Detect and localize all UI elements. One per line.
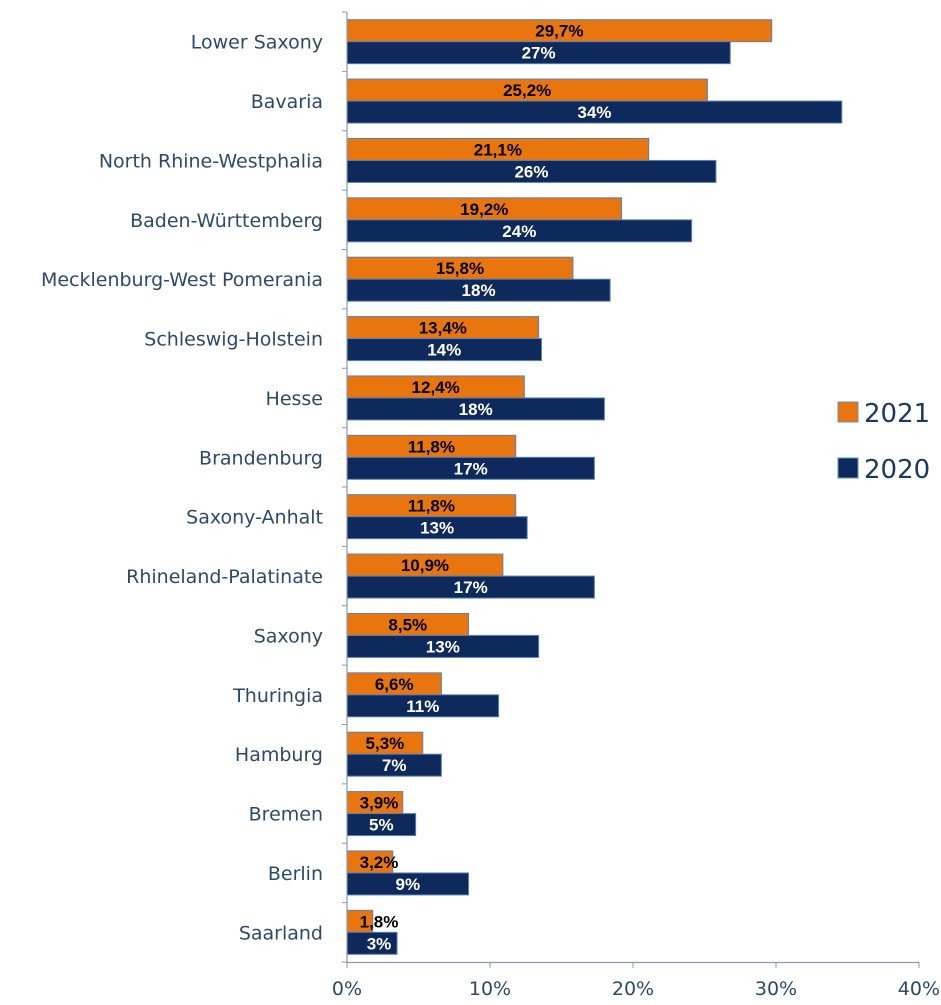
category-label-thuringia: Thuringia [232, 685, 323, 707]
data-label-2020-hamburg: 7% [382, 756, 407, 775]
x-tick-label: 30% [755, 978, 797, 1000]
category-label-mecklenburg-west-pomerania: Mecklenburg-West Pomerania [41, 269, 323, 291]
data-label-2020-bremen: 5% [369, 816, 394, 835]
data-label-2020-north-rhine-westphalia: 26% [514, 162, 548, 181]
data-label-2020-saxony-anhalt: 13% [420, 519, 454, 538]
data-label-2020-hesse: 18% [459, 400, 493, 419]
legend-swatch-2020 [837, 457, 859, 479]
data-label-2021-mecklenburg-west-pomerania: 15,8% [436, 259, 484, 278]
legend-label-2021: 2021 [864, 399, 930, 429]
data-label-2021-saxony: 8,5% [388, 615, 427, 634]
data-label-2020-rhineland-palatinate: 17% [454, 578, 488, 597]
data-label-2020-mecklenburg-west-pomerania: 18% [462, 281, 496, 300]
legend: 2021 2020 [837, 399, 930, 485]
x-tick-label: 40% [898, 978, 940, 1000]
category-label-baden-wurttemberg: Baden-Württemberg [130, 210, 323, 232]
data-label-2020-bavaria: 34% [577, 103, 611, 122]
data-label-2021-berlin: 3,2% [360, 853, 399, 872]
data-label-2021-bremen: 3,9% [360, 794, 399, 813]
data-label-2020-brandenburg: 17% [454, 459, 488, 478]
data-label-2021-saxony-anhalt: 11,8% [408, 497, 455, 516]
category-label-brandenburg: Brandenburg [199, 447, 323, 469]
category-label-hamburg: Hamburg [235, 744, 323, 766]
category-label-lower-saxony: Lower Saxony [191, 32, 323, 54]
data-label-2020-berlin: 9% [395, 875, 420, 894]
data-label-2020-saarland: 3% [367, 934, 392, 953]
x-tick-label: 10% [469, 978, 511, 1000]
category-label-hesse: Hesse [266, 388, 323, 410]
category-label-north-rhine-westphalia: North Rhine-Westphalia [99, 150, 323, 172]
bars-layer: 29,7% 27% 25,2% 34% 21,1% 26% 19,2% 24% 15,8% 18%… [346, 19, 843, 955]
data-label-2021-bavaria: 25,2% [503, 81, 551, 100]
data-label-2021-hesse: 12,4% [412, 378, 460, 397]
data-label-2021-schleswig-holstein: 13,4% [419, 319, 467, 338]
data-label-2021-brandenburg: 11,8% [408, 437, 455, 456]
category-label-berlin: Berlin [268, 863, 323, 885]
category-label-saxony: Saxony [254, 625, 323, 647]
data-label-2020-schleswig-holstein: 14% [427, 341, 461, 360]
data-label-2021-rhineland-palatinate: 10,9% [401, 556, 449, 575]
data-label-2021-lower-saxony: 29,7% [535, 22, 583, 41]
category-label-schleswig-holstein: Schleswig-Holstein [144, 329, 323, 351]
data-label-2020-saxony: 13% [426, 637, 460, 656]
data-label-2020-lower-saxony: 27% [522, 44, 556, 63]
legend-swatch-2021 [837, 401, 859, 423]
data-label-2021-baden-wurttemberg: 19,2% [460, 200, 508, 219]
data-label-2020-baden-wurttemberg: 24% [502, 222, 536, 241]
category-label-bremen: Bremen [249, 804, 323, 826]
data-label-2021-hamburg: 5,3% [366, 734, 405, 753]
category-label-bavaria: Bavaria [251, 91, 323, 113]
data-label-2021-saarland: 1,8% [360, 912, 399, 931]
axis-layer: Lower Saxony Bavaria North Rhine-Westphali… [41, 11, 940, 1000]
data-label-2021-thuringia: 6,6% [375, 675, 414, 694]
category-label-saarland: Saarland [239, 922, 323, 944]
data-label-2020-thuringia: 11% [406, 697, 439, 716]
data-label-2021-north-rhine-westphalia: 21,1% [474, 140, 522, 159]
category-label-rhineland-palatinate: Rhineland-Palatinate [126, 566, 323, 588]
x-tick-label: 0% [332, 978, 362, 1000]
legend-label-2020: 2020 [864, 455, 930, 485]
category-label-saxony-anhalt: Saxony-Anhalt [186, 507, 323, 529]
x-tick-label: 20% [612, 978, 654, 1000]
